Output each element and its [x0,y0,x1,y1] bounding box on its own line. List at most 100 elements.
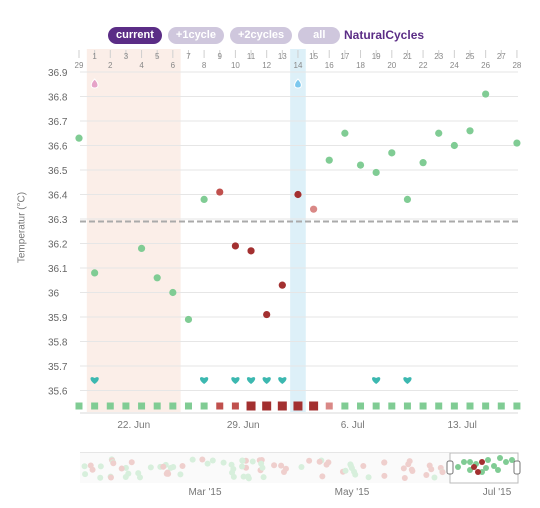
y-tick-label: 35.6 [48,387,68,398]
navigator-point [170,464,177,471]
navigator-point [239,457,246,464]
day-status-square [216,402,224,410]
navigator-point [509,457,515,463]
range-all-button[interactable]: all [298,27,341,44]
temperature-point[interactable] [450,141,458,150]
y-tick-label: 35.7 [48,362,68,373]
temperature-point[interactable] [231,242,239,250]
day-status-square [91,402,99,410]
day-status-square [450,402,458,410]
navigator-point [209,457,216,464]
heart-icon [231,377,240,384]
navigator-point [461,459,467,465]
navigator-left-handle[interactable] [446,460,454,475]
cycle-day-label: 3 [124,52,129,61]
temperature-point[interactable] [341,129,349,137]
temperature-point[interactable] [184,315,193,324]
day-status-square [200,402,208,410]
range-current-button[interactable]: current [108,27,162,44]
temperature-point[interactable] [310,205,318,213]
day-status-square [435,402,443,410]
cycle-day-label: 21 [403,52,412,61]
navigator-right-handle[interactable] [513,460,521,475]
day-status-square [482,402,490,410]
day-status-square [153,402,161,410]
day-status-square [403,402,411,410]
temperature-point[interactable] [482,90,490,98]
temperature-point[interactable] [403,195,412,203]
day-status-square [231,402,239,410]
cycle-day-label: 23 [434,52,443,61]
navigator-point [352,471,359,478]
navigator-point [423,472,430,479]
temperature-point[interactable] [513,139,521,147]
temperature-point[interactable] [435,129,443,137]
navigator-point [503,459,509,465]
temperature-point[interactable] [91,269,99,277]
temperature-point[interactable] [325,156,333,164]
day-status-square [169,402,177,410]
cycle-day-label: 4 [139,61,144,70]
date-label: 13. Jul [447,420,476,431]
navigator-point [238,463,245,470]
navigator-point [497,455,503,461]
range-plus2cycles-button[interactable]: +2cycles [229,27,293,44]
navigator-point [495,467,501,473]
ovulation-band [290,49,306,412]
y-tick-label: 36.1 [48,264,68,275]
cycle-day-label: 25 [466,52,475,61]
temperature-point[interactable] [75,134,83,142]
cycle-day-label: 18 [356,61,365,70]
navigator-point [467,459,473,465]
temperature-point[interactable] [419,159,427,167]
day-status-square [341,402,349,410]
navigator-point [199,456,206,463]
day-status-square [246,401,256,411]
cycle-day-label: 13 [278,52,287,61]
navigator-date-label: Mar '15 [188,487,221,498]
y-tick-label: 36 [48,289,60,300]
date-label: 29. Jun [227,420,260,431]
navigator-point [306,457,313,464]
y-tick-label: 35.8 [48,338,68,349]
cycle-day-label: 26 [481,61,490,70]
navigator-point [97,474,104,481]
temperature-point[interactable] [466,127,474,135]
cycle-day-label: 17 [340,52,349,61]
cycle-day-label: 12 [262,61,271,70]
temperature-point[interactable] [278,281,286,289]
temperature-point[interactable] [137,244,146,252]
day-status-square [122,402,130,410]
temperature-point[interactable] [372,168,380,177]
navigator-point [360,463,367,470]
navigator-point [240,473,247,480]
temperature-point[interactable] [216,188,224,196]
cycle-day-label: 10 [231,61,240,70]
navigator-point [82,471,89,478]
navigator-point [475,469,481,475]
temperature-point[interactable] [356,161,365,169]
navigator-point [118,465,125,472]
cycle-day-label: 7 [186,52,191,61]
cycle-day-label: 8 [202,61,207,70]
navigator-point [97,463,104,470]
cycle-day-label: 27 [497,52,506,61]
temperature-point[interactable] [263,310,271,319]
heart-icon [90,377,99,384]
navigator-point [128,459,135,466]
day-status-square [309,401,319,411]
temperature-point[interactable] [200,195,208,203]
range-plus1cycle-button[interactable]: +1cycle [167,27,224,44]
temperature-point[interactable] [169,288,177,297]
navigator-point [204,460,211,467]
temperature-point[interactable] [153,274,161,282]
cycle-day-label: 28 [512,61,521,70]
temperature-point[interactable] [294,190,302,199]
navigator-point [348,465,355,472]
day-status-square [184,402,192,410]
temperature-point[interactable] [247,247,255,255]
cycle-day-label: 1 [92,52,97,61]
temperature-point[interactable] [388,149,396,157]
navigator-point [485,457,491,463]
